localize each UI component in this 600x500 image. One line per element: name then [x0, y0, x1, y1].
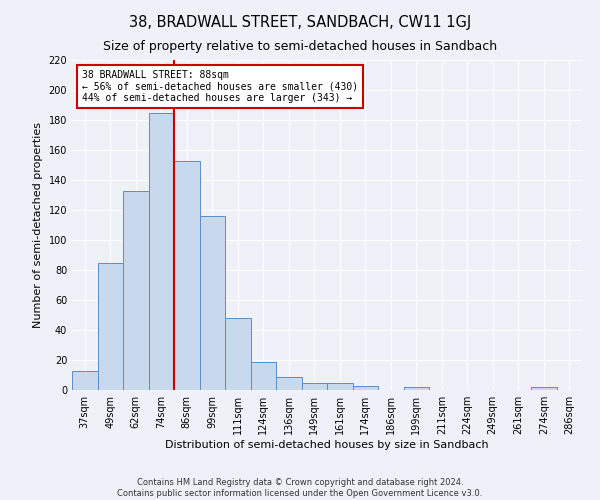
Bar [251, 362, 276, 390]
Bar [404, 387, 429, 390]
Bar [149, 112, 174, 390]
Bar [123, 190, 149, 390]
Y-axis label: Number of semi-detached properties: Number of semi-detached properties [33, 122, 43, 328]
Text: 38, BRADWALL STREET, SANDBACH, CW11 1GJ: 38, BRADWALL STREET, SANDBACH, CW11 1GJ [129, 15, 471, 30]
Text: 38 BRADWALL STREET: 88sqm
← 56% of semi-detached houses are smaller (430)
44% of: 38 BRADWALL STREET: 88sqm ← 56% of semi-… [82, 70, 358, 103]
Bar [276, 376, 302, 390]
Text: Size of property relative to semi-detached houses in Sandbach: Size of property relative to semi-detach… [103, 40, 497, 53]
X-axis label: Distribution of semi-detached houses by size in Sandbach: Distribution of semi-detached houses by … [165, 440, 489, 450]
Bar [327, 382, 353, 390]
Bar [174, 160, 199, 390]
Bar [353, 386, 378, 390]
Bar [531, 387, 557, 390]
Bar [72, 370, 97, 390]
Bar [225, 318, 251, 390]
Bar [97, 262, 123, 390]
Text: Contains HM Land Registry data © Crown copyright and database right 2024.
Contai: Contains HM Land Registry data © Crown c… [118, 478, 482, 498]
Bar [199, 216, 225, 390]
Bar [302, 382, 327, 390]
